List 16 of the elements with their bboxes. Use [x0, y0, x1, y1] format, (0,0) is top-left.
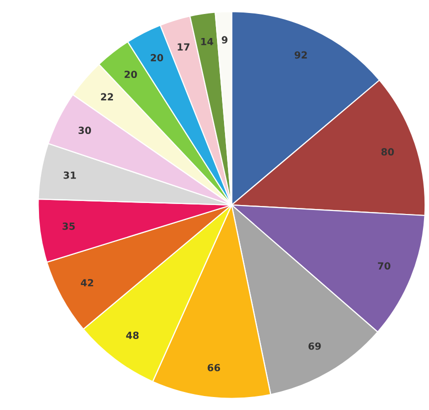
data-label: 14: [201, 38, 214, 46]
data-label: 70: [378, 262, 390, 270]
data-label: 9: [222, 36, 228, 44]
data-label: 17: [178, 43, 190, 50]
data-label: 30: [78, 126, 91, 134]
data-label: 66: [208, 364, 220, 372]
data-label: 42: [80, 279, 94, 286]
data-label: 35: [62, 222, 75, 230]
data-label: 20: [150, 54, 164, 62]
data-label: 69: [308, 342, 321, 350]
data-label: 92: [294, 51, 307, 59]
data-label: 80: [381, 148, 394, 156]
data-label: 48: [126, 332, 139, 340]
data-label: 22: [101, 93, 113, 100]
data-label: 20: [124, 70, 137, 78]
data-label: 31: [64, 171, 76, 179]
